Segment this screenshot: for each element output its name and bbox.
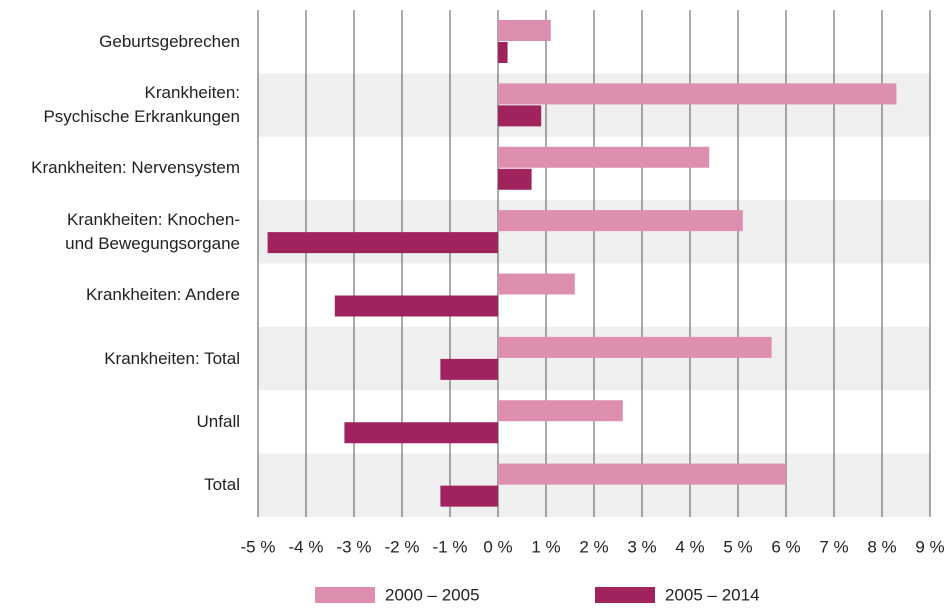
category-label: Krankheiten: Andere — [85, 285, 240, 305]
bar — [334, 295, 498, 317]
category-label: Krankheiten: Knochen- und Bewegungsorgan… — [65, 209, 240, 253]
bar — [498, 146, 710, 168]
legend-swatch — [315, 587, 375, 603]
legend-label: 2005 – 2014 — [665, 585, 760, 604]
x-tick-label: -2 % — [385, 537, 420, 556]
bar — [440, 358, 498, 380]
bar — [498, 210, 743, 232]
category-label: Krankheiten: Psychische Erkrankungen — [43, 83, 240, 127]
x-tick-label: 7 % — [819, 537, 848, 556]
x-tick-label: -1 % — [433, 537, 468, 556]
bar — [498, 83, 897, 105]
x-tick-label: 9 % — [915, 537, 944, 556]
bar — [498, 168, 532, 190]
bar — [498, 336, 772, 358]
bar — [344, 422, 498, 444]
category-label: Krankheiten: Nervensystem — [31, 158, 240, 178]
x-tick-label: 6 % — [771, 537, 800, 556]
bar — [498, 400, 623, 422]
bar — [498, 20, 551, 41]
x-tick-label: 0 % — [483, 537, 512, 556]
x-tick-label: 1 % — [531, 537, 560, 556]
x-tick-label: -3 % — [337, 537, 372, 556]
bar — [440, 485, 498, 507]
bar — [498, 463, 786, 485]
x-tick-label: 3 % — [627, 537, 656, 556]
x-tick-label: 2 % — [579, 537, 608, 556]
category-label: Krankheiten: Total — [104, 348, 240, 368]
legend-label: 2000 – 2005 — [385, 585, 480, 604]
x-tick-label: -4 % — [289, 537, 324, 556]
legend-swatch — [595, 587, 655, 603]
bar — [498, 105, 542, 127]
bar — [498, 42, 508, 63]
x-tick-label: 4 % — [675, 537, 704, 556]
x-tick-label: -5 % — [241, 537, 276, 556]
x-tick-label: 5 % — [723, 537, 752, 556]
x-tick-label: 8 % — [867, 537, 896, 556]
bar — [267, 232, 498, 254]
category-label: Total — [204, 475, 240, 495]
category-label: Geburtsgebrechen — [99, 31, 240, 51]
bar — [498, 273, 575, 295]
category-label: Unfall — [196, 411, 240, 431]
